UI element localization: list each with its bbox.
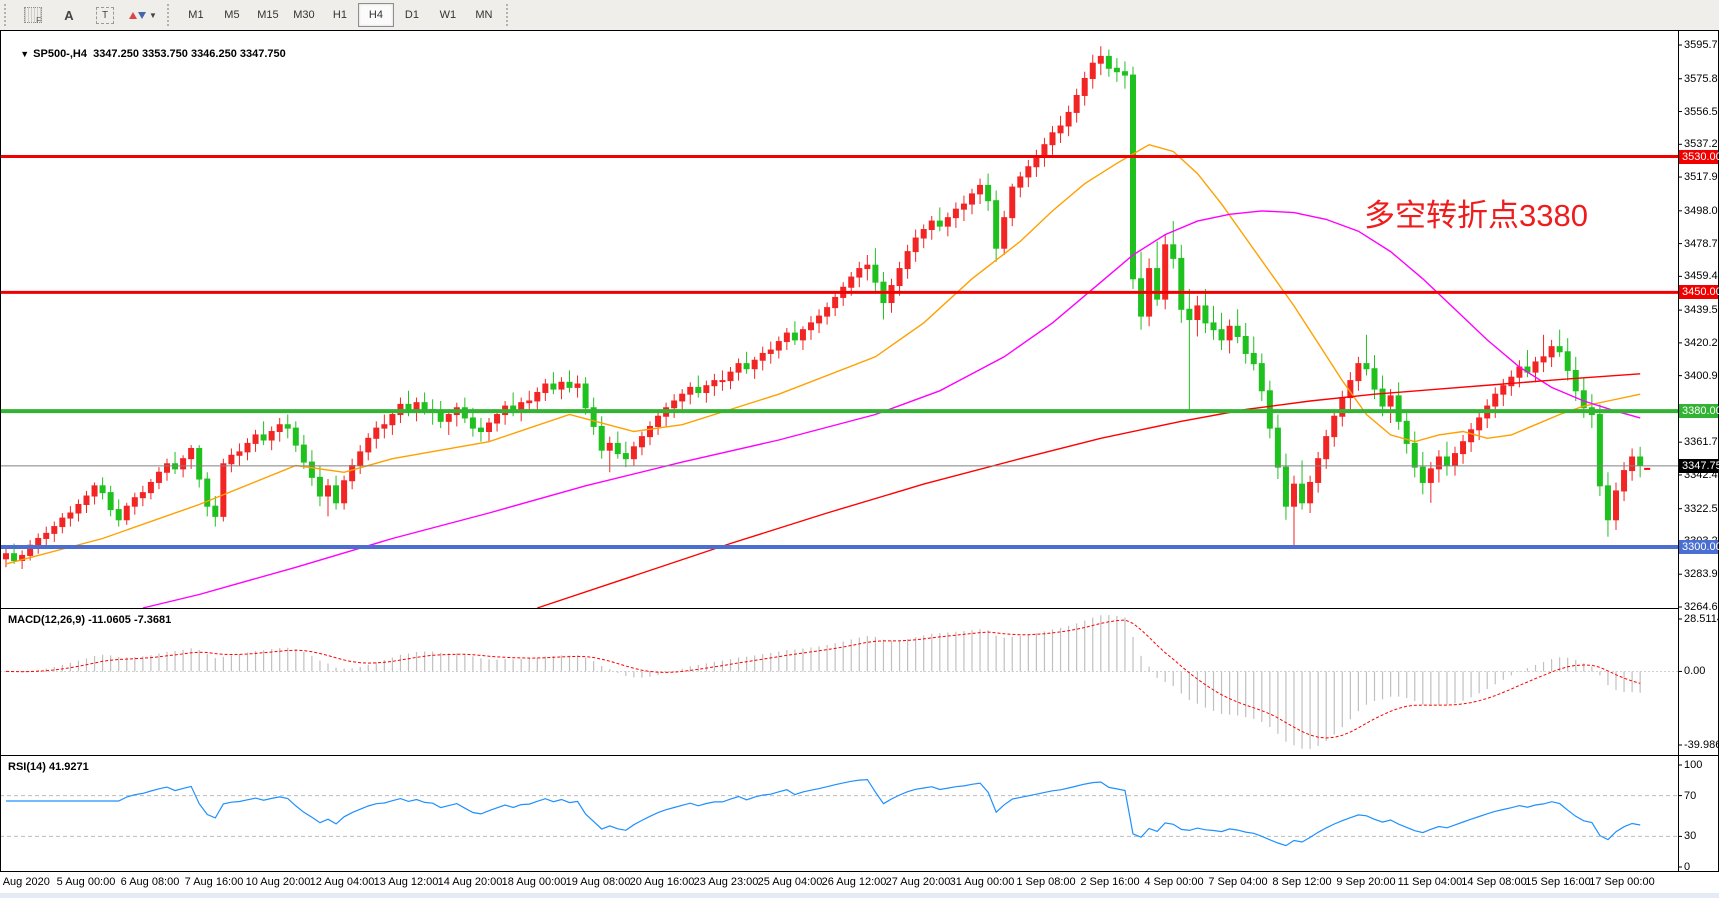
date-label: 14 Sep 08:00 [1461,876,1527,888]
price-badge-3530.000: 3530.000 [1679,149,1719,164]
macd-axis-tick: -39.9869 [1684,739,1719,751]
date-label: 9 Sep 20:00 [1336,876,1396,888]
rsi-indicator-label: RSI(14) 41.9271 [8,761,89,773]
price-axis-tick: 3537.225 [1684,138,1719,151]
text-box-button[interactable]: T [87,3,123,27]
timeframe-button-m30[interactable]: M30 [293,9,315,21]
rsi-axis-tick: 100 [1684,759,1703,771]
crosshair-grid-button[interactable]: F [15,3,51,27]
date-label: 25 Aug 04:00 [757,876,823,888]
date-label: 6 Aug 08:00 [120,876,180,888]
date-label: 17 Sep 00:00 [1589,876,1655,888]
price-axis-tick: 3556.530 [1684,105,1719,118]
date-label: 8 Sep 12:00 [1272,876,1332,888]
price-badge-3380.000: 3380.000 [1679,404,1719,419]
price-axis-tick: 3264.615 [1684,601,1719,613]
timeframe-button-h4[interactable]: H4 [357,3,394,27]
chart-area[interactable]: ▼ SP500-,H4 3347.250 3353.750 3346.250 33… [0,30,1719,898]
date-label: 1 Sep 08:00 [1016,876,1076,888]
price-axis-tick: 3498.030 [1684,204,1719,217]
macd-axis-tick: 0.00 [1684,665,1706,678]
date-label: 7 Sep 04:00 [1208,876,1268,888]
toolbar: F A T ▼ M1 M5 M15 M30 H1 H4 D1 W1 MN [0,0,1719,31]
date-label: 10 Aug 20:00 [245,876,311,888]
letter-t-icon: T [96,6,114,24]
price-badge-3347.750: 3347.750 [1679,458,1719,473]
arrows-dropdown-button[interactable]: ▼ [123,3,163,27]
ma-slow-red [537,373,1641,609]
price-axis-tick: 3322.530 [1684,502,1719,515]
rsi-axis-tick: 0 [1684,861,1691,873]
timeframe-button-m5[interactable]: M5 [224,9,240,21]
date-label: 14 Aug 20:00 [437,876,503,888]
date-label: 15 Sep 16:00 [1525,876,1591,888]
chart-title: ▼ SP500-,H4 3347.250 3353.750 3346.250 33… [20,48,286,60]
letter-a-icon: A [64,7,74,23]
price-axis-tick: 3283.920 [1684,568,1719,581]
price-axis-tick: 3459.420 [1684,270,1719,283]
date-label: 31 Aug 00:00 [949,876,1015,888]
price-badge-3300.000: 3300.000 [1679,539,1719,554]
timeframe-button-group: M1 M5 M15 M30 H1 H4 D1 W1 MN [178,3,502,27]
price-axis-tick: 3575.835 [1684,72,1719,85]
price-axis-tick: 3361.725 [1684,436,1719,449]
text-label-button[interactable]: A [51,3,87,27]
candlesticks [3,46,1644,570]
macd-signal-line [5,619,1641,739]
price-axis-tick: 3439.530 [1684,304,1719,317]
date-label: 5 Aug 00:00 [56,876,116,888]
date-label: 3 Aug 2020 [0,876,50,888]
date-label: 20 Aug 16:00 [629,876,695,888]
ma-fast-orange [5,143,1641,565]
grid-f-icon: F [24,7,42,25]
date-label: 23 Aug 23:00 [693,876,759,888]
rsi-line [6,778,1641,847]
ma-mid-magenta [142,210,1641,609]
date-label: 12 Aug 04:00 [309,876,375,888]
bottom-strip [0,893,1719,898]
date-label: 2 Sep 16:00 [1080,876,1140,888]
chart-canvas[interactable] [0,30,1719,872]
timeframe-button-m15[interactable]: M15 [257,9,279,21]
timeframe-button-mn[interactable]: MN [475,9,493,21]
toolbar-grip [166,4,174,26]
annotation-text: 多空转折点3380 [1364,198,1588,233]
date-label: 7 Aug 16:00 [184,876,244,888]
date-label: 18 Aug 00:00 [501,876,567,888]
price-axis-tick: 3517.920 [1684,171,1719,184]
price-axis-tick: 3478.725 [1684,237,1719,250]
price-axis-tick: 3400.920 [1684,369,1719,382]
toolbar-grip [505,4,513,26]
price-axis-tick: 3420.225 [1684,336,1719,349]
toolbar-grip [4,4,11,26]
chevron-down-icon: ▼ [149,10,157,20]
arrow-shapes-icon [129,11,146,19]
date-label: 19 Aug 08:00 [565,876,631,888]
timeframe-button-h1[interactable]: H1 [332,9,347,21]
macd-indicator-label: MACD(12,26,9) -11.0605 -7.3681 [8,614,172,626]
symbol-dropdown-icon[interactable]: ▼ [20,49,30,59]
rsi-axis-tick: 70 [1684,789,1697,802]
timeframe-button-w1[interactable]: W1 [439,9,457,21]
date-label: 4 Sep 00:00 [1144,876,1204,888]
macd-histogram [13,615,1641,749]
macd-axis-tick: 28.5114 [1684,613,1719,625]
date-label: 13 Aug 12:00 [373,876,439,888]
timeframe-button-d1[interactable]: D1 [404,9,419,21]
date-label: 27 Aug 20:00 [885,876,951,888]
rsi-axis-tick: 30 [1684,830,1697,843]
price-axis-tick: 3595.725 [1684,39,1719,51]
timeframe-button-m1[interactable]: M1 [188,9,204,21]
date-label: 26 Aug 12:00 [821,876,887,888]
price-badge-3450.000: 3450.000 [1679,285,1719,300]
date-label: 11 Sep 04:00 [1397,876,1463,888]
